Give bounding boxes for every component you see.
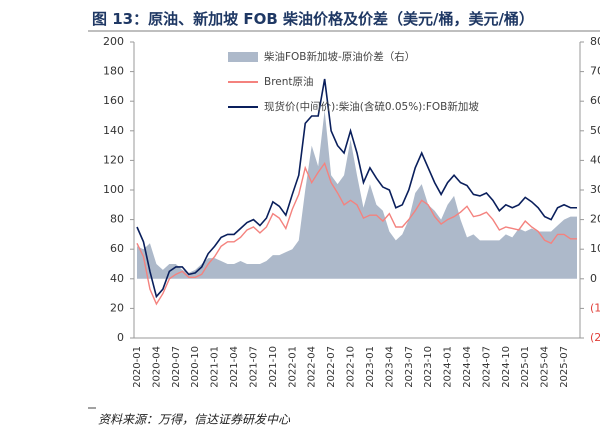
y2-tick-label: 0 [590, 272, 597, 285]
x-tick-label: 2020-04 [151, 346, 162, 388]
y-tick-label: 200 [103, 35, 124, 48]
y2-tick-label: (10) [590, 301, 600, 314]
x-tick-label: 2020-10 [190, 346, 201, 388]
y-tick-label: 80 [110, 213, 124, 226]
series-line [136, 78, 577, 299]
y2-tick-label: 30 [590, 183, 600, 196]
legend-label: Brent原油 [264, 75, 314, 88]
chart-title: 图 13：原油、新加坡 FOB 柴油价格及价差（美元/桶，美元/桶） [92, 10, 534, 28]
x-tick-label: 2025-04 [540, 346, 551, 388]
x-tick-label: 2023-01 [365, 346, 376, 388]
series-line [136, 161, 577, 306]
y-tick-label: 0 [117, 331, 124, 344]
spread-area [137, 110, 577, 279]
x-tick-label: 2022-01 [287, 346, 298, 388]
y2-tick-label: 40 [590, 153, 600, 166]
x-tick-label: 2022-04 [307, 346, 318, 388]
x-tick-label: 2022-07 [326, 346, 337, 388]
x-tick-label: 2021-04 [229, 346, 240, 388]
x-tick-label: 2022-10 [346, 346, 357, 388]
y-tick-label: 40 [110, 272, 124, 285]
y-tick-label: 160 [103, 94, 124, 107]
x-tick-label: 2021-10 [268, 346, 279, 388]
y2-tick-label: 70 [590, 65, 600, 78]
x-tick-label: 2023-10 [423, 346, 434, 388]
y2-tick-label: 50 [590, 124, 600, 137]
y2-tick-label: (20) [590, 331, 600, 344]
y-tick-label: 60 [110, 242, 124, 255]
x-tick-label: 2024-10 [501, 346, 512, 388]
y-tick-label: 120 [103, 153, 124, 166]
legend-swatch [228, 52, 258, 62]
x-tick-label: 2020-01 [132, 346, 143, 388]
x-tick-label: 2024-04 [462, 346, 473, 388]
y2-tick-label: 20 [590, 213, 600, 226]
x-tick-label: 2023-07 [404, 346, 415, 388]
y-tick-label: 20 [110, 301, 124, 314]
x-tick-label: 2025-01 [520, 346, 531, 388]
x-tick-label: 2024-01 [443, 346, 454, 388]
x-tick-label: 2020-07 [171, 346, 182, 388]
y-tick-label: 180 [103, 65, 124, 78]
legend-label: 柴油FOB新加坡-原油价差（右） [264, 50, 415, 63]
x-tick-label: 2024-07 [481, 346, 492, 388]
x-tick-label: 2021-01 [210, 346, 221, 388]
y2-tick-label: 60 [590, 94, 600, 107]
y2-tick-label: 80 [590, 35, 600, 48]
legend-label: 现货价(中间价):柴油(含硫0.05%):FOB新加坡 [264, 100, 479, 113]
x-tick-label: 2021-07 [248, 346, 259, 388]
y-tick-label: 100 [103, 183, 124, 196]
source: 资料来源：万得，信达证券研发中心 [98, 413, 291, 427]
y-tick-label: 140 [103, 124, 124, 137]
x-tick-label: 2023-04 [384, 346, 395, 388]
y2-tick-label: 10 [590, 242, 600, 255]
x-tick-label: 2025-07 [559, 346, 570, 388]
